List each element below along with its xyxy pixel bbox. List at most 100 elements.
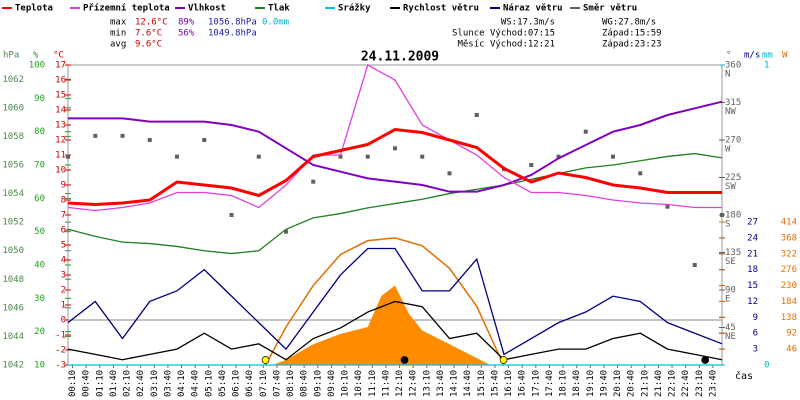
y-tick-label: 1042 (2, 361, 24, 371)
series-line (67, 152, 723, 255)
y-tick-label: 24 (747, 233, 758, 243)
solar-area (272, 285, 491, 365)
series-line (67, 300, 723, 361)
x-tick-label: 02:10 (123, 370, 133, 397)
stat-value: 56% (178, 29, 195, 39)
x-tick-label: 12:40 (409, 370, 419, 397)
y-tick-label: 60 (34, 194, 45, 204)
direction-point (393, 146, 397, 151)
x-tick-label: 01:10 (95, 370, 105, 397)
y-tick-label: 360 (725, 61, 741, 71)
y-tick-label: 20 (34, 327, 45, 337)
direction-point (256, 154, 261, 159)
x-tick-label: 23:10 (695, 370, 705, 397)
x-tick-label: 17:40 (545, 370, 555, 397)
y-tick-label: 184 (781, 297, 797, 307)
y-tick-label: 315 (725, 98, 741, 108)
y-tick-label: 70 (34, 161, 45, 171)
x-tick-label: 08:10 (286, 370, 296, 397)
x-tick-label: 13:10 (422, 370, 432, 397)
x-tick-label: 06:10 (232, 370, 242, 397)
axis-unit: ° (726, 51, 731, 61)
x-tick-label: 22:10 (668, 370, 678, 397)
y-tick-label: 9 (753, 313, 758, 323)
stat-value: 0.0mm (262, 18, 289, 28)
direction-point (720, 213, 724, 217)
x-tick-label: 02:40 (136, 370, 146, 397)
y-tick-label: 45 (725, 323, 736, 333)
event-marker (400, 356, 409, 364)
legend-label: Vlhkost (188, 4, 226, 14)
y-tick-label: 225 (725, 173, 741, 183)
direction-point (474, 113, 479, 117)
y-tick-label: 6 (753, 329, 758, 339)
y-tick-label: 1056 (2, 161, 24, 171)
solar-line (264, 237, 505, 366)
y-tick-label: 1044 (2, 332, 24, 342)
y-tick-label: 1 (764, 61, 769, 71)
y-tick-label: 9 (61, 181, 66, 191)
x-tick-label: 23:40 (708, 370, 718, 397)
x-tick-label: 05:40 (218, 370, 228, 397)
y-tick-label: 40 (34, 261, 45, 271)
x-tick-label: 16:40 (518, 370, 528, 397)
y-tick-label: 90 (725, 286, 736, 296)
y-tick-label: 1054 (2, 189, 24, 199)
direction-point (120, 133, 125, 138)
y-tick-label: 17 (55, 61, 66, 71)
direction-point (202, 138, 207, 142)
y-tick-label: 50 (34, 227, 45, 237)
axis-unit: °C (53, 51, 64, 61)
y-tick-label: 18 (747, 265, 758, 275)
direction-point (447, 171, 452, 176)
direction-point (365, 154, 370, 159)
y-tick-label: 180 (725, 211, 741, 221)
y-tick-label: 12 (747, 297, 758, 307)
x-tick-label: 05:10 (204, 370, 214, 397)
y-tick-label: -2 (55, 346, 66, 356)
x-tick-label: 15:10 (477, 370, 487, 397)
direction-point (529, 163, 534, 167)
direction-point (665, 204, 670, 209)
y-tick-label: 27 (747, 218, 758, 228)
direction-point (556, 154, 561, 159)
axis-unit: hPa (3, 51, 19, 61)
legend-label: Směr větru (583, 3, 637, 14)
legend-label: Přízemní teplota (83, 4, 170, 14)
y-tick-label: 1062 (2, 75, 24, 85)
axis-unit: m/s (744, 51, 760, 61)
direction-point (611, 154, 615, 159)
stat-value: 89% (178, 18, 195, 28)
y-tick-label: 2 (61, 286, 66, 296)
direction-point (66, 154, 70, 159)
y-tick-label: 14 (55, 106, 66, 116)
chart-title: 24.11.2009 (361, 50, 439, 65)
compass-label: W (725, 145, 731, 155)
direction-point (147, 138, 152, 142)
x-tick-label: 22:40 (681, 370, 691, 397)
direction-point (229, 213, 234, 217)
x-tick-label: 00:10 (68, 370, 78, 397)
axis-unit: % (33, 51, 39, 61)
x-tick-label: 20:10 (613, 370, 623, 397)
event-marker (499, 356, 508, 364)
info-text: Měsíc Východ:12:21 (457, 40, 555, 50)
x-tick-label: 01:40 (109, 370, 119, 397)
series-line (67, 247, 723, 356)
x-tick-label: 12:10 (395, 370, 405, 397)
y-tick-label: 135 (725, 248, 741, 258)
x-tick-label: 10:40 (354, 370, 364, 397)
x-tick-label: 09:10 (313, 370, 323, 397)
x-tick-label: 07:40 (272, 370, 282, 397)
y-tick-label: 270 (725, 136, 741, 146)
y-tick-label: 1 (61, 301, 66, 311)
event-marker (701, 356, 710, 364)
x-tick-label: 10:10 (341, 370, 351, 397)
info-text: Západ:23:23 (602, 40, 662, 50)
y-tick-label: 10 (55, 166, 66, 176)
x-tick-label: 15:40 (490, 370, 500, 397)
legend-label: Tlak (268, 4, 290, 14)
stat-label: min (110, 29, 126, 39)
y-tick-label: 100 (29, 61, 45, 71)
